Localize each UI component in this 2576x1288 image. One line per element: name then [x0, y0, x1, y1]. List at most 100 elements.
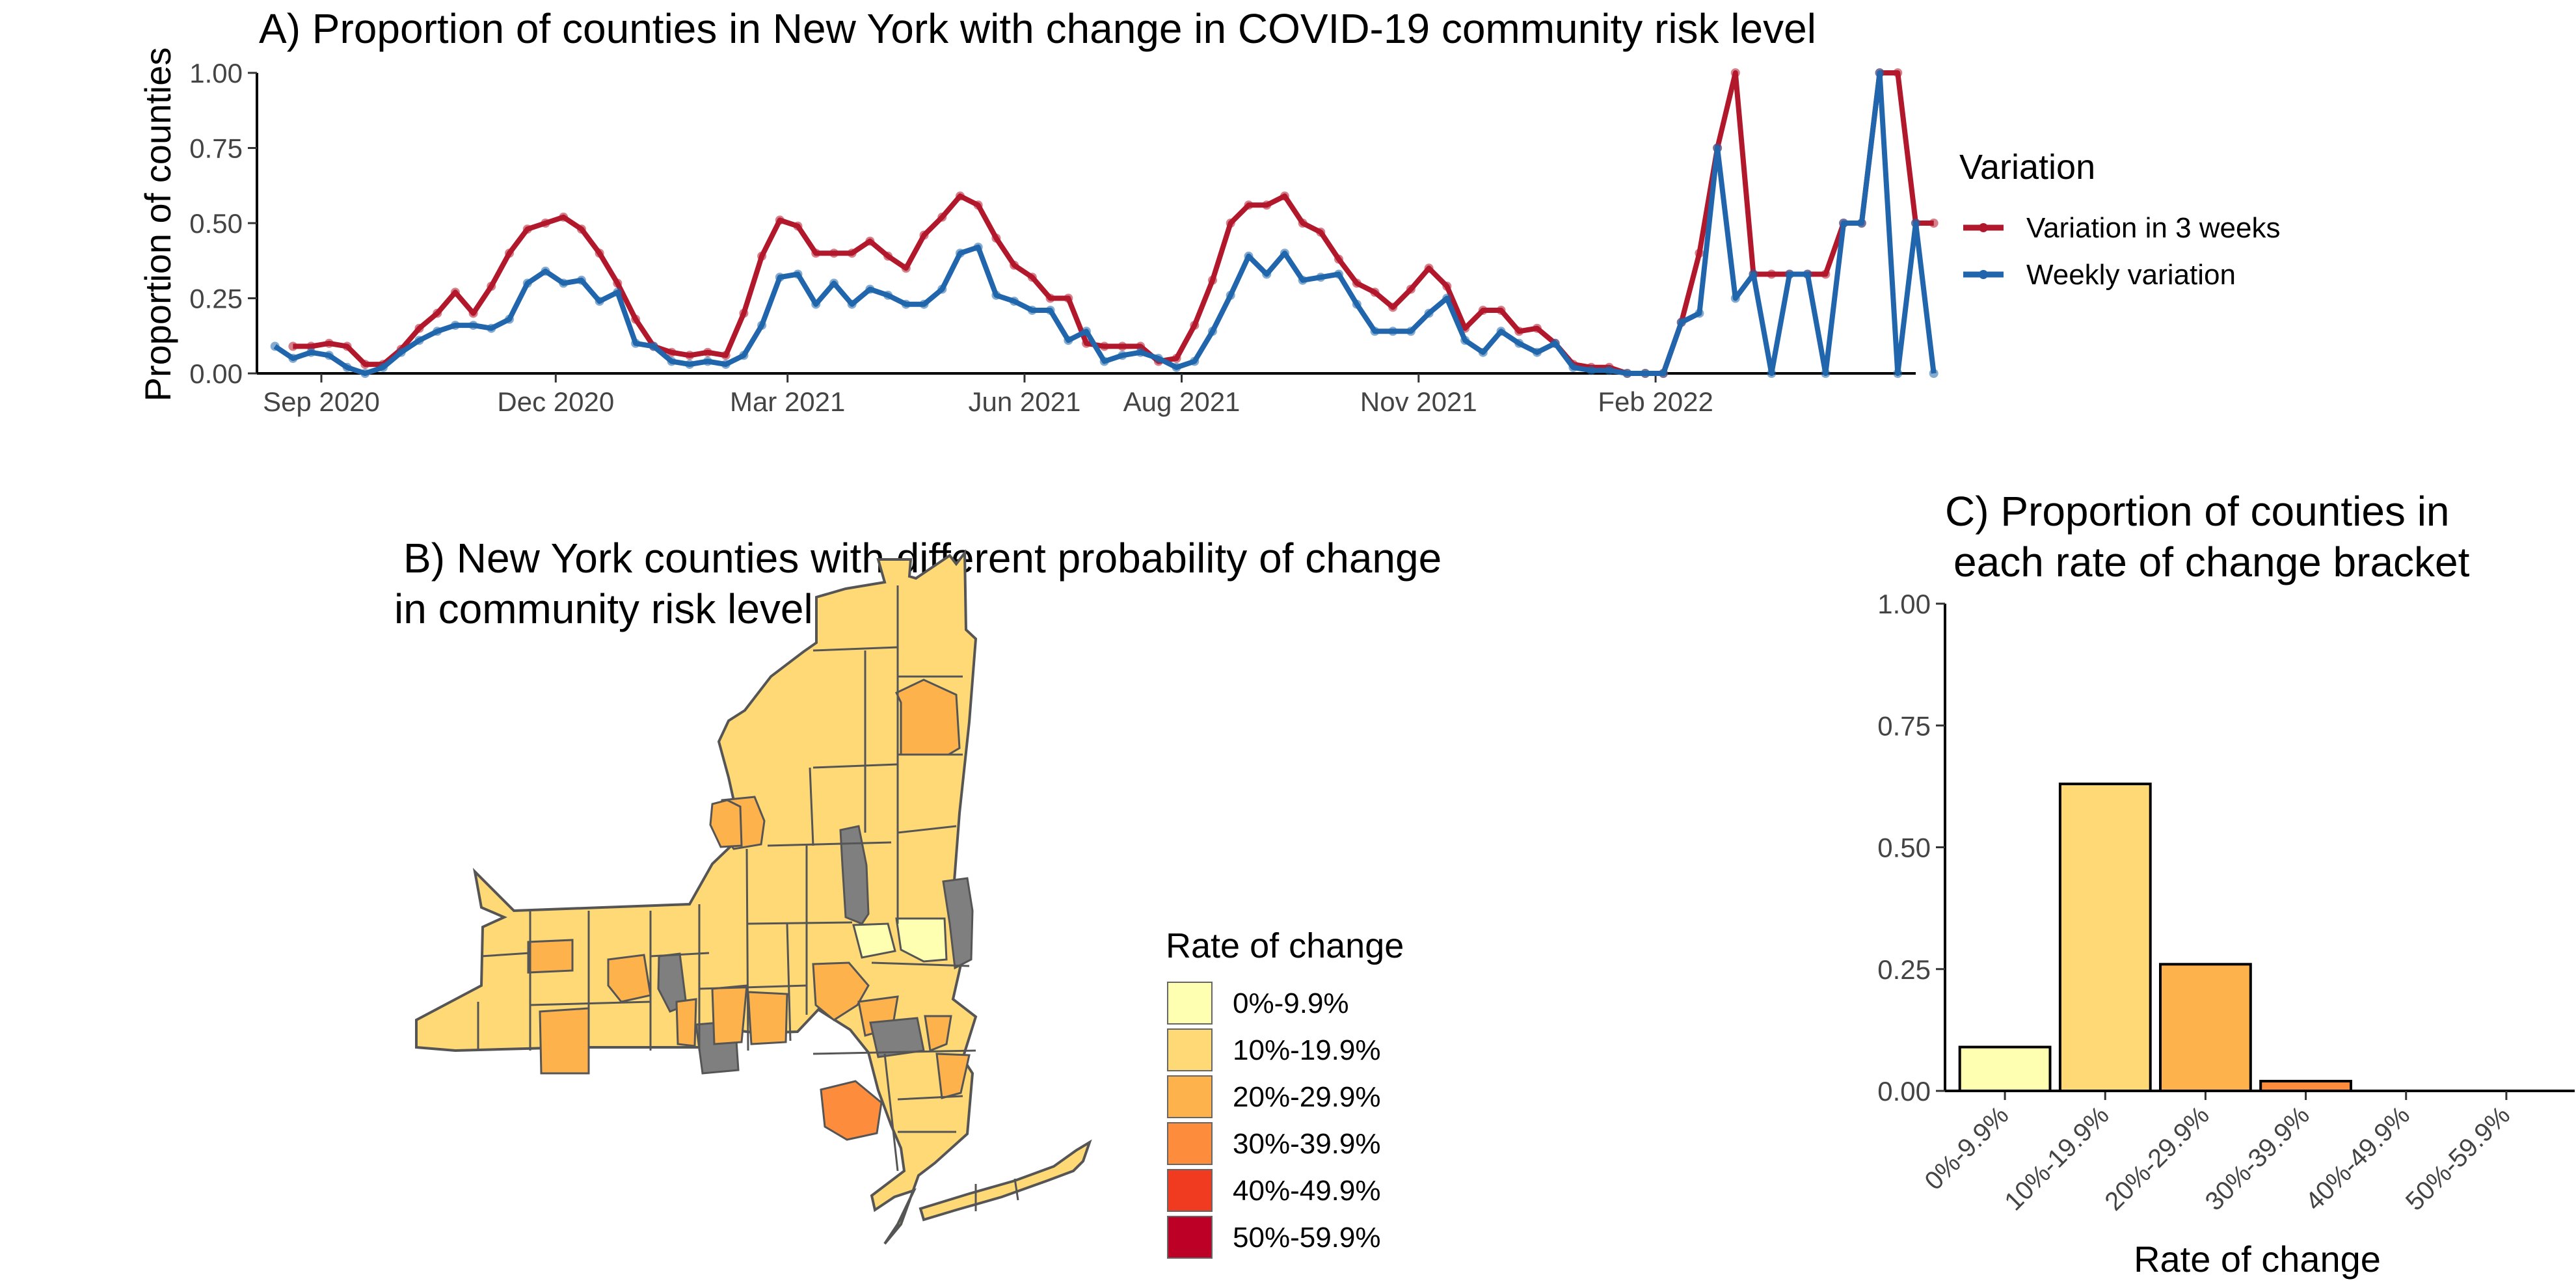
- data-point-variation-in-3-weeks: [1208, 275, 1217, 285]
- data-point-variation-in-3-weeks: [360, 360, 370, 369]
- panel-c-y-tick-label: 0.50: [1877, 833, 1931, 863]
- data-point-weekly-variation: [1244, 251, 1254, 261]
- panel-c-y-tick-label: 0.00: [1877, 1076, 1931, 1107]
- data-point-variation-in-3-weeks: [847, 248, 857, 258]
- county-gray-no-data: [869, 1017, 925, 1058]
- data-point-weekly-variation: [1118, 351, 1127, 360]
- data-point-variation-in-3-weeks: [667, 347, 677, 357]
- data-point-variation-in-3-weeks: [324, 338, 334, 348]
- panel-a-axes: 0.00 0.25 0.50 0.75 1.00 Sep 2020 Dec 2020 Mar …: [189, 58, 1916, 417]
- data-point-variation-in-3-weeks: [1280, 191, 1289, 201]
- data-point-variation-in-3-weeks: [631, 314, 641, 324]
- legend-label-20-29-9: 20%-29.9%: [1233, 1081, 1380, 1113]
- county-yellow-0-10: [852, 922, 896, 959]
- data-point-variation-in-3-weeks: [1190, 321, 1200, 330]
- data-point-weekly-variation: [1460, 336, 1470, 345]
- data-point-variation-in-3-weeks: [1406, 284, 1415, 294]
- panel-b: B) New York counties with different prob…: [394, 535, 1442, 1259]
- county-orange-20-30: [895, 678, 961, 756]
- legend-swatch-50-59-9: [1167, 1216, 1213, 1259]
- data-point-variation-in-3-weeks: [1730, 68, 1740, 77]
- county-border-line: [883, 1053, 899, 1172]
- data-point-variation-in-3-weeks: [1442, 282, 1452, 291]
- data-point-variation-in-3-weeks: [1118, 342, 1127, 351]
- data-point-weekly-variation: [1045, 306, 1055, 315]
- county-border-line: [812, 763, 898, 769]
- panel-c-title-line-2: each rate of change bracket: [1953, 539, 2470, 585]
- data-point-variation-in-3-weeks: [1316, 227, 1326, 237]
- county-orange-20-30: [527, 939, 574, 974]
- data-point-variation-in-3-weeks: [919, 230, 929, 240]
- data-point-variation-in-3-weeks: [973, 200, 983, 210]
- data-point-weekly-variation: [270, 342, 280, 351]
- data-point-variation-in-3-weeks: [1226, 219, 1235, 228]
- new-york-state-shape: [415, 549, 978, 1245]
- data-point-weekly-variation: [775, 273, 785, 282]
- data-point-weekly-variation: [919, 299, 929, 309]
- data-point-variation-in-3-weeks: [829, 248, 839, 258]
- data-point-weekly-variation: [505, 314, 514, 324]
- county-border-line: [530, 1000, 651, 1006]
- data-point-weekly-variation: [1695, 308, 1704, 318]
- panel-a-legend-title: Variation: [1959, 148, 2095, 187]
- data-point-variation-in-3-weeks: [901, 263, 911, 273]
- data-point-weekly-variation: [956, 248, 965, 258]
- county-orange-20-30: [935, 1053, 971, 1099]
- data-point-variation-in-3-weeks: [1045, 293, 1055, 303]
- data-point-variation-in-3-weeks: [522, 224, 532, 234]
- legend-label-50-59-9: 50%-59.9%: [1233, 1222, 1380, 1254]
- data-point-weekly-variation: [703, 356, 712, 366]
- legend-item-40-49-9: 40%-49.9%: [1167, 1169, 1380, 1212]
- panel-a-x-tick-label: Dec 2020: [497, 386, 614, 417]
- series-variation-in-3-weeks: [288, 68, 1939, 378]
- legend-swatch-40-49-9: [1167, 1169, 1213, 1212]
- data-point-variation-in-3-weeks: [739, 308, 749, 318]
- data-point-variation-in-3-weeks: [1064, 293, 1073, 303]
- data-point-weekly-variation: [414, 336, 424, 345]
- data-point-weekly-variation: [829, 278, 839, 288]
- bar-20-29-9: [2159, 963, 2252, 1093]
- data-point-weekly-variation: [1406, 327, 1415, 336]
- data-point-weekly-variation: [1767, 369, 1777, 378]
- data-point-variation-in-3-weeks: [559, 212, 569, 222]
- data-point-weekly-variation: [1587, 366, 1596, 375]
- bar-10-19-9: [2058, 783, 2152, 1092]
- data-point-variation-in-3-weeks: [811, 248, 821, 258]
- panel-a: A) Proportion of counties in New York wi…: [137, 5, 2281, 417]
- data-point-variation-in-3-weeks: [775, 215, 785, 225]
- series-line-variation-in-3-weeks: [293, 70, 1934, 376]
- panel-b-legend-items: 0%-9.9% 10%-19.9% 20%-29.9% 30%-39.9% 40%-49…: [1167, 982, 1380, 1259]
- data-point-variation-in-3-weeks: [1082, 338, 1091, 348]
- county-dark-orange-30-40: [820, 1080, 883, 1141]
- panel-a-x-tick-label: Feb 2022: [1598, 386, 1713, 417]
- data-point-weekly-variation: [1785, 269, 1794, 279]
- data-point-weekly-variation: [1821, 369, 1831, 378]
- data-point-weekly-variation: [1803, 269, 1812, 279]
- county-border-line: [1013, 1178, 1019, 1201]
- data-point-weekly-variation: [1911, 219, 1920, 228]
- panel-a-y-tick-label: 0.25: [189, 284, 243, 314]
- data-point-weekly-variation: [1208, 327, 1217, 336]
- data-point-variation-in-3-weeks: [685, 351, 695, 360]
- data-point-weekly-variation: [811, 299, 821, 309]
- data-point-weekly-variation: [1082, 327, 1091, 336]
- data-point-weekly-variation: [1027, 306, 1037, 315]
- legend-item-50-59-9: 50%-59.9%: [1167, 1216, 1380, 1259]
- panel-a-y-tick-label: 0.75: [189, 133, 243, 164]
- data-point-weekly-variation: [1713, 143, 1723, 153]
- data-point-weekly-variation: [324, 351, 334, 360]
- data-point-weekly-variation: [613, 288, 623, 297]
- legend-swatch-10-19-9: [1167, 1028, 1213, 1071]
- legend-item-0-9-9: 0%-9.9%: [1167, 982, 1349, 1025]
- data-point-weekly-variation: [342, 362, 352, 372]
- data-point-weekly-variation: [595, 297, 604, 306]
- data-point-variation-in-3-weeks: [468, 308, 478, 318]
- data-point-variation-in-3-weeks: [1532, 323, 1542, 333]
- data-point-variation-in-3-weeks: [991, 234, 1001, 243]
- data-point-variation-in-3-weeks: [576, 224, 586, 234]
- legend-item-20-29-9: 20%-29.9%: [1167, 1075, 1380, 1118]
- data-point-variation-in-3-weeks: [1172, 353, 1181, 363]
- data-point-weekly-variation: [1010, 297, 1019, 306]
- panel-a-title: A) Proportion of counties in New York wi…: [259, 5, 1816, 52]
- legend-marker-variation-3-weeks: [1979, 223, 1988, 232]
